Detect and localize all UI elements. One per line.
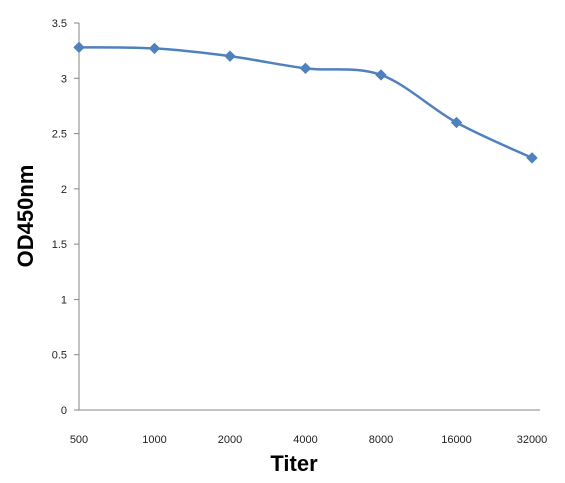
x-tick-label: 4000 bbox=[293, 434, 317, 446]
data-point bbox=[375, 69, 387, 81]
x-tick-label: 500 bbox=[70, 434, 88, 446]
y-tick-label: 0.5 bbox=[52, 350, 67, 362]
x-tick-label: 2000 bbox=[218, 434, 242, 446]
x-tick-label: 16000 bbox=[441, 434, 472, 446]
y-tick-label: 2.5 bbox=[52, 129, 67, 141]
y-tick-label: 3 bbox=[61, 73, 67, 85]
y-axis: 0 0.5 1 1.5 2 2.5 3 3.5 bbox=[52, 18, 80, 417]
y-tick-label: 1 bbox=[61, 294, 67, 306]
data-point bbox=[526, 152, 538, 164]
y-tick-label: 0 bbox=[61, 405, 67, 417]
y-tick-label: 2 bbox=[61, 184, 67, 196]
x-axis: 500 1000 2000 4000 8000 16000 32000 bbox=[70, 409, 548, 446]
x-tick-label: 8000 bbox=[369, 434, 393, 446]
data-point bbox=[73, 41, 85, 54]
data-point bbox=[450, 116, 463, 129]
series bbox=[73, 41, 538, 164]
y-tick-label: 1.5 bbox=[52, 239, 67, 251]
x-tick-label: 32000 bbox=[517, 434, 548, 446]
y-axis-title: OD450nm bbox=[13, 165, 38, 268]
x-tick-label: 1000 bbox=[142, 434, 166, 446]
data-point bbox=[224, 50, 236, 62]
y-tick-label: 3.5 bbox=[52, 18, 67, 30]
x-axis-title: Titer bbox=[270, 451, 318, 476]
data-point bbox=[299, 62, 312, 75]
data-point bbox=[148, 42, 161, 55]
